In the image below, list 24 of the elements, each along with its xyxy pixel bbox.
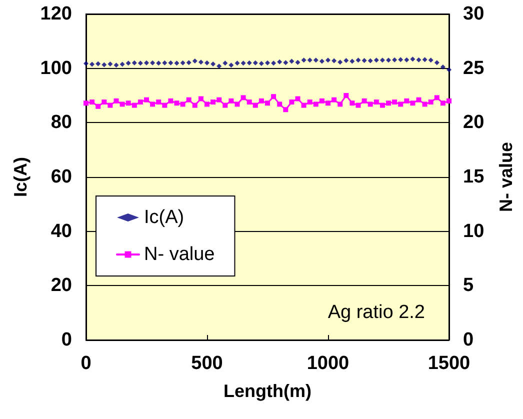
- y2-tick-label: 5: [463, 275, 474, 296]
- y-tick-label: 120: [40, 4, 72, 24]
- y-tick-label: 60: [50, 166, 72, 188]
- x-axis-title: Length(m): [224, 381, 312, 401]
- y2-tick-label: 25: [463, 58, 485, 79]
- y2-tick-label: 10: [463, 220, 484, 242]
- legend-label: Ic(A): [144, 207, 184, 228]
- x-tick-label: 0: [80, 353, 92, 374]
- y2-tick-label: 20: [463, 112, 484, 134]
- y-axis-title: Ic(A): [10, 156, 30, 197]
- y-tick-label: 80: [50, 112, 72, 134]
- y-tick-label: 20: [50, 275, 72, 296]
- legend-label: N- value: [144, 244, 215, 265]
- x-tick-label: 500: [191, 353, 223, 374]
- x-tick-label: 1500: [428, 353, 470, 374]
- y-tick-label: 40: [50, 220, 72, 242]
- y2-axis-title: N- value: [496, 142, 516, 212]
- y2-tick-label: 15: [463, 166, 485, 188]
- y-tick-label: 0: [61, 330, 72, 350]
- y-tick-label: 100: [40, 58, 72, 79]
- x-tick-label: 1000: [306, 353, 350, 374]
- y2-tick-label: 0: [463, 330, 474, 350]
- annotation: Ag ratio 2.2: [328, 302, 425, 323]
- y2-tick-label: 30: [463, 4, 484, 24]
